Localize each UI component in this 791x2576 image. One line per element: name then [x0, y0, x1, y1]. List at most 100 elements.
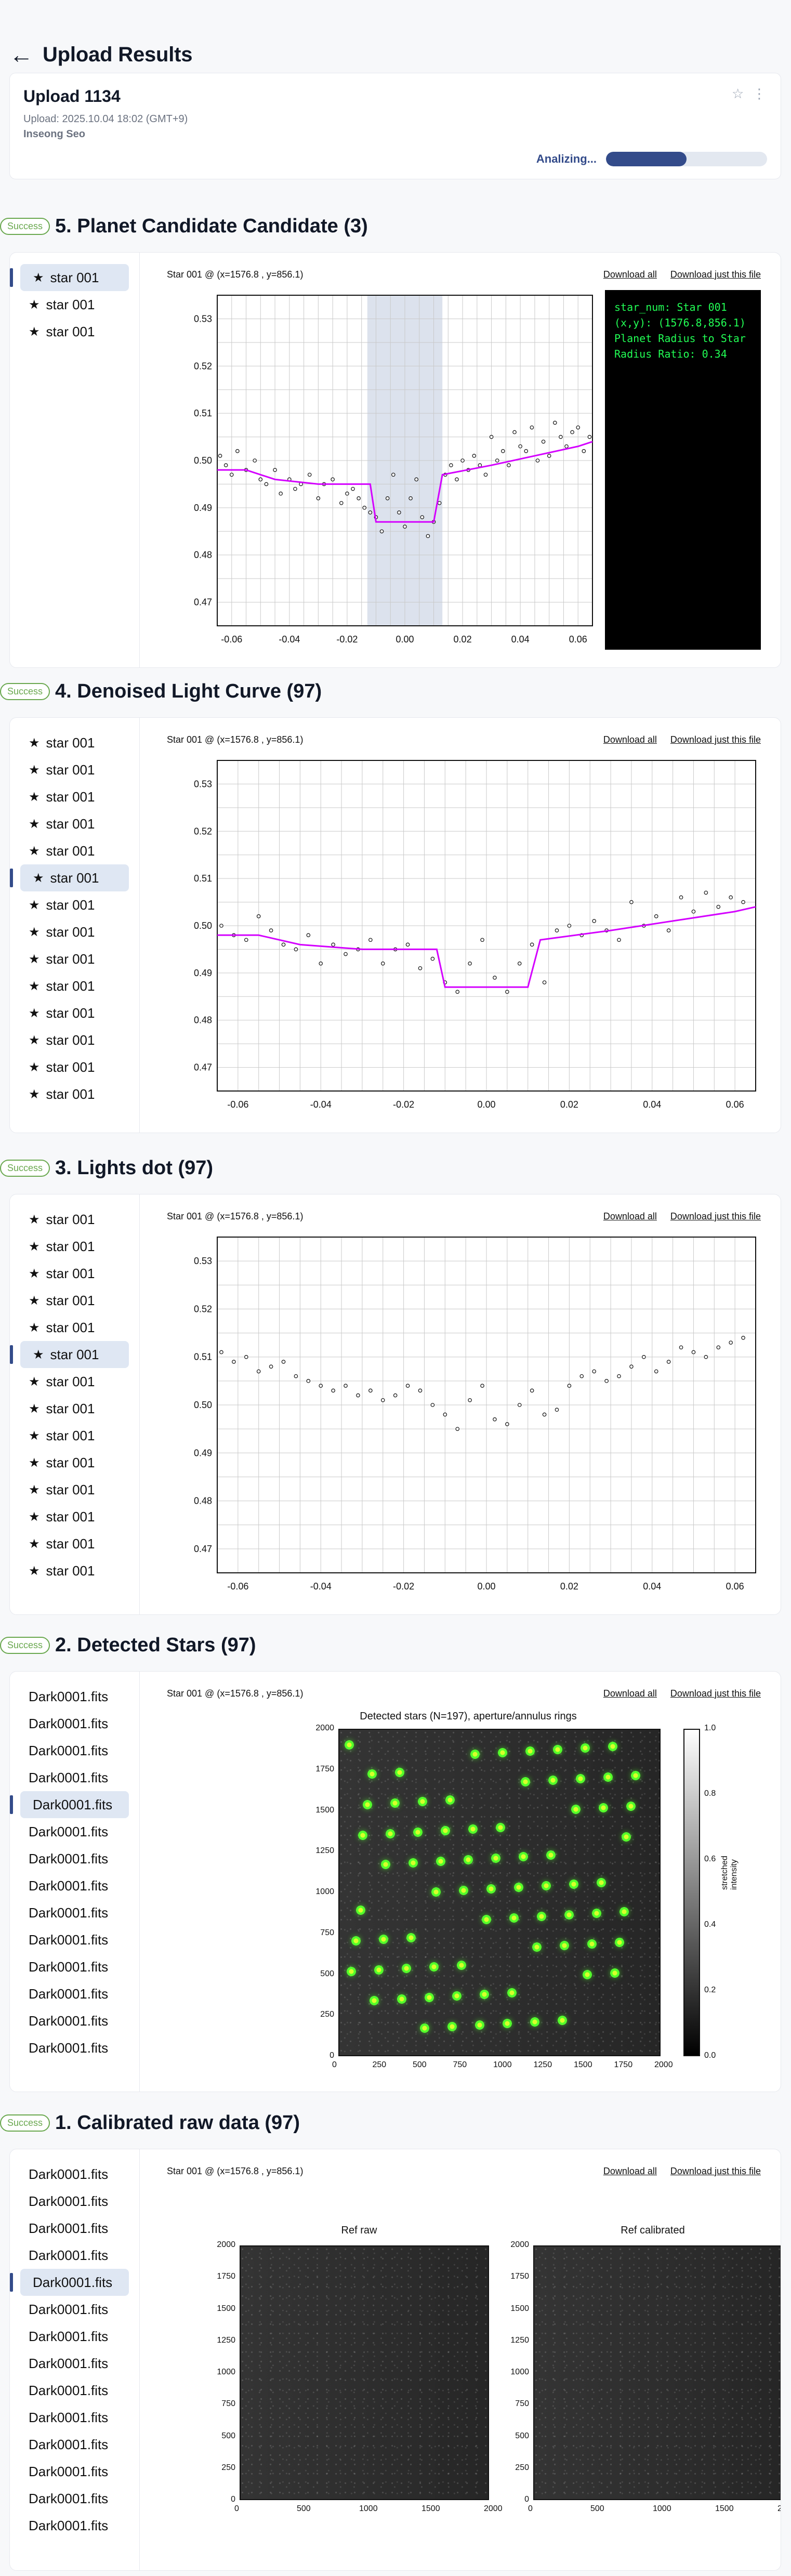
detected-star-marker: [560, 1941, 569, 1950]
scatter-point: [507, 463, 511, 467]
star-list-item[interactable]: ★ star 001: [10, 837, 139, 864]
download-file-link[interactable]: Download just this file: [670, 734, 761, 745]
file-list-item[interactable]: Dark0001.fits: [10, 1845, 139, 1872]
file-list-item[interactable]: Dark0001.fits: [10, 2242, 139, 2269]
star-list-item[interactable]: ★ star 001: [10, 1233, 139, 1260]
file-list-item[interactable]: Dark0001.fits: [10, 1764, 139, 1791]
star-list-item[interactable]: ★ star 001: [10, 945, 139, 972]
star-list-item[interactable]: ★ star 001: [10, 1449, 139, 1476]
file-list-item[interactable]: Dark0001.fits: [10, 2215, 139, 2242]
list-item-label: Dark0001.fits: [29, 1715, 109, 1731]
file-list-item[interactable]: Dark0001.fits: [10, 2512, 139, 2539]
star-list-item[interactable]: ★ star 001: [10, 1027, 139, 1054]
download-all-link[interactable]: Download all: [603, 269, 657, 280]
file-list-item[interactable]: Dark0001.fits: [10, 2485, 139, 2512]
file-list-item[interactable]: Dark0001.fits: [10, 1791, 129, 1818]
y-tick-label: 1000: [315, 1887, 334, 1896]
file-list-item[interactable]: Dark0001.fits: [10, 1818, 139, 1845]
file-list-item[interactable]: Dark0001.fits: [10, 1872, 139, 1899]
star-list-item[interactable]: ★ star 001: [10, 1260, 139, 1287]
y-tick-label: 0.49: [194, 968, 212, 978]
download-all-link[interactable]: Download all: [603, 734, 657, 745]
star-list-item[interactable]: ★ star 001: [10, 1054, 139, 1081]
file-list-item[interactable]: Dark0001.fits: [10, 2377, 139, 2404]
file-list-item[interactable]: Dark0001.fits: [10, 1899, 139, 1926]
detected-star-marker: [564, 1910, 574, 1920]
star-list-item[interactable]: ★ star 001: [10, 264, 129, 291]
star-list-item[interactable]: ★ star 001: [10, 891, 139, 918]
chart-background: [190, 755, 761, 1115]
download-all-link[interactable]: Download all: [603, 1688, 657, 1699]
file-list-item[interactable]: Dark0001.fits: [10, 2034, 139, 2061]
file-list-item[interactable]: Dark0001.fits: [10, 2161, 139, 2188]
denoised-curve-chart: -0.06 -0.04 -0.02 0.00 0.02 0.04 0.06 0.53 0.52 0…: [190, 755, 761, 1115]
star-list-item[interactable]: ★ star 001: [10, 1530, 139, 1557]
download-file-link[interactable]: Download just this file: [670, 1211, 761, 1221]
star-list-item[interactable]: ★ star 001: [10, 1081, 139, 1108]
page-title: Upload Results: [43, 43, 193, 66]
status-badge: Success: [0, 217, 50, 235]
terminal-line: Planet Radius to Star: [614, 332, 746, 345]
detected-star-marker: [610, 1968, 619, 1978]
star-list-item[interactable]: ★ star 001: [10, 1557, 139, 1584]
file-list-item[interactable]: Dark0001.fits: [10, 1710, 139, 1737]
download-all-link[interactable]: Download all: [603, 2165, 657, 2176]
star-list-item[interactable]: ★ star 001: [10, 1395, 139, 1422]
star-icon[interactable]: ☆: [732, 86, 744, 101]
file-list-item[interactable]: Dark0001.fits: [10, 2350, 139, 2377]
file-list-item[interactable]: Dark0001.fits: [10, 2188, 139, 2215]
scatter-point: [368, 1388, 373, 1393]
star-list-item[interactable]: ★ star 001: [10, 918, 139, 945]
file-list-item[interactable]: Dark0001.fits: [10, 2431, 139, 2458]
star-list-item[interactable]: ★ star 001: [10, 810, 139, 837]
detected-star-marker: [521, 1777, 530, 1786]
scatter-point: [559, 435, 563, 439]
download-all-link[interactable]: Download all: [603, 1211, 657, 1221]
detected-star-marker: [356, 1905, 365, 1915]
star-list-item[interactable]: ★ star 001: [10, 1422, 139, 1449]
star-list-item[interactable]: ★ star 001: [10, 756, 139, 783]
file-list-item[interactable]: Dark0001.fits: [10, 2323, 139, 2350]
detected-star-marker: [480, 1990, 489, 1999]
star-list-item[interactable]: ★ star 001: [10, 291, 139, 318]
star-list-item[interactable]: ★ star 001: [10, 1476, 139, 1503]
analysis-status-text: Analizing...: [536, 152, 597, 165]
star-list-item[interactable]: ★ star 001: [10, 1000, 139, 1027]
star-list-item[interactable]: ★ star 001: [10, 729, 139, 756]
star-list-item[interactable]: ★ star 001: [10, 783, 139, 810]
scatter-point: [666, 1360, 671, 1364]
scatter-point: [235, 449, 240, 453]
file-list-item[interactable]: Dark0001.fits: [10, 2458, 139, 2485]
star-list-item[interactable]: ★ star 001: [10, 1287, 139, 1314]
star-list-item[interactable]: ★ star 001: [10, 864, 129, 891]
file-list-item[interactable]: Dark0001.fits: [10, 1980, 139, 2007]
file-list-item[interactable]: Dark0001.fits: [10, 2007, 139, 2034]
download-file-link[interactable]: Download just this file: [670, 269, 761, 280]
file-list-item[interactable]: Dark0001.fits: [10, 2296, 139, 2323]
section-title: 1. Calibrated raw data (97): [55, 2111, 300, 2134]
file-list-item[interactable]: Dark0001.fits: [10, 2404, 139, 2431]
file-list-item[interactable]: Dark0001.fits: [10, 1926, 139, 1953]
list-item-label: star 001: [46, 1238, 95, 1254]
file-list-item[interactable]: Dark0001.fits: [10, 1953, 139, 1980]
detected-star-marker: [431, 1887, 441, 1897]
terminal-line: (x,y): (1576.8,856.1): [614, 317, 746, 329]
scatter-point: [729, 1340, 733, 1345]
star-list-item[interactable]: ★ star 001: [10, 1206, 139, 1233]
file-list-item[interactable]: Dark0001.fits: [10, 2269, 129, 2296]
star-list-item[interactable]: ★ star 001: [10, 318, 139, 345]
file-list-item[interactable]: Dark0001.fits: [10, 1737, 139, 1764]
download-file-link[interactable]: Download just this file: [670, 2165, 761, 2176]
back-arrow-icon[interactable]: ←: [9, 41, 33, 68]
more-options-icon[interactable]: ⋮: [753, 86, 766, 101]
star-list-item[interactable]: ★ star 001: [10, 1341, 129, 1368]
plot-frame: [217, 295, 593, 626]
star-list-item[interactable]: ★ star 001: [10, 1368, 139, 1395]
star-list-item[interactable]: ★ star 001: [10, 1503, 139, 1530]
x-tick-label: 2000: [777, 2504, 781, 2514]
star-list-item[interactable]: ★ star 001: [10, 972, 139, 1000]
star-list-item[interactable]: ★ star 001: [10, 1314, 139, 1341]
file-list-item[interactable]: Dark0001.fits: [10, 1683, 139, 1710]
download-file-link[interactable]: Download just this file: [670, 1688, 761, 1699]
x-tick-label: 0.04: [643, 1099, 661, 1110]
